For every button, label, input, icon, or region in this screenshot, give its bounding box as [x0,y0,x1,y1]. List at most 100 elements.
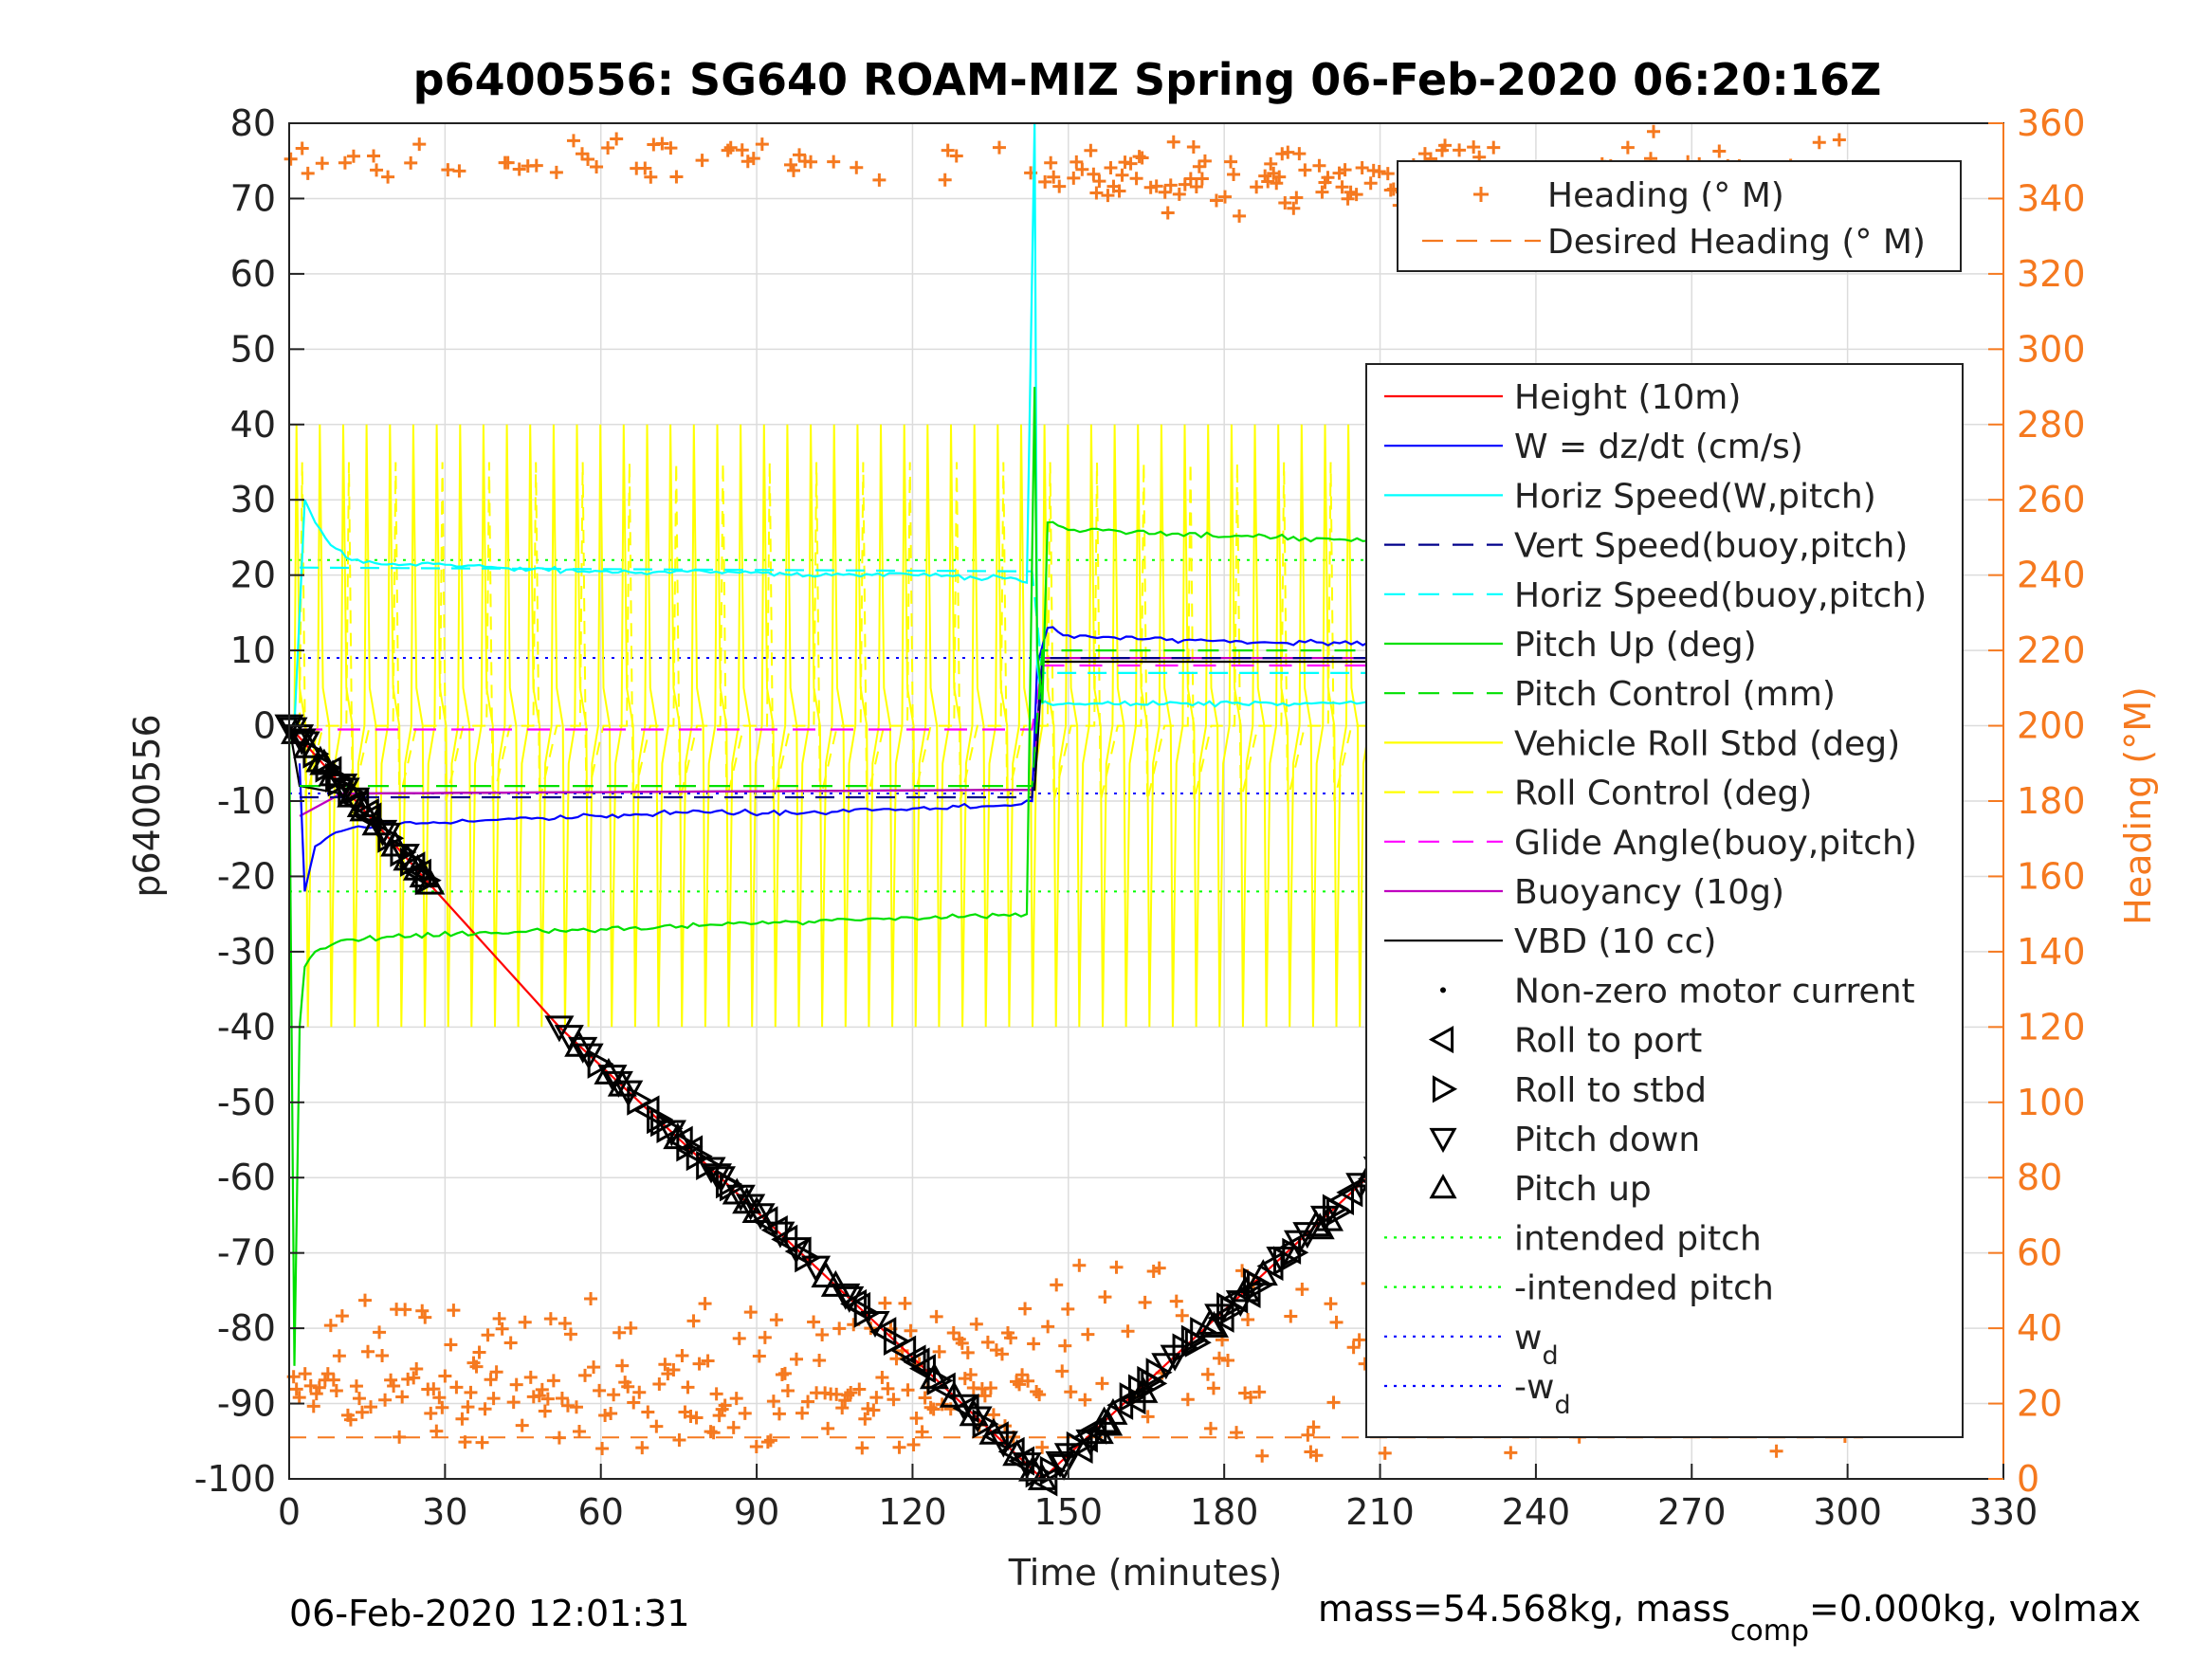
heading-point [503,1336,518,1350]
heading-point [501,155,515,170]
heading-point [1158,185,1172,199]
heading-point [641,1405,655,1419]
heading-point [1321,171,1335,185]
motor-marker [736,1194,766,1221]
heading-point [512,162,526,176]
heading-point [301,166,315,180]
x-tick-label: 0 [278,1491,301,1533]
legend-sample [1473,187,1489,202]
y-right-tick-label: 0 [2017,1458,2039,1500]
heading-point [1284,1309,1298,1323]
heading-point [323,1319,338,1333]
heading-point [983,1381,997,1395]
motor-marker [903,1347,930,1377]
legend-main-label-text: Vert Speed(buoy,pitch) [1514,527,1908,566]
motor-marker [696,1157,726,1184]
legend-main-label-text: -w [1514,1368,1554,1407]
heading-point [532,1389,546,1403]
heading-point [938,173,952,187]
y-left-tick-label: 80 [230,102,276,144]
heading-point [495,1322,509,1336]
heading-point [1115,168,1129,182]
x-tick-label: 270 [1657,1491,1727,1533]
heading-point [729,1392,743,1406]
heading-point [644,170,658,184]
motor-marker [926,1365,954,1395]
heading-point [969,1317,983,1331]
heading-point [1221,1354,1235,1368]
heading-point [364,1400,378,1414]
heading-point [746,152,760,166]
heading-point [384,1373,398,1387]
heading-point [478,1402,492,1416]
heading-point [1467,140,1481,155]
heading-point [698,1297,712,1311]
heading-point [361,1344,375,1358]
motor-marker [988,1431,1018,1458]
heading-point [766,1395,780,1409]
heading-point [915,1425,929,1439]
heading-point [1109,1260,1124,1274]
heading-point [815,1328,830,1342]
heading-point [918,1391,932,1405]
heading-point [1061,1302,1075,1316]
heading-point [1812,136,1826,150]
heading-point [718,1398,732,1413]
heading-point [430,1424,444,1438]
y-axis-left: 80 70 60 50 40 30 20 10 0 -10 -20 -30 -40 -50 -60 -70 -8… [194,102,304,1500]
heading-point [1309,1449,1324,1463]
legend-main-label: Non-zero motor current [1514,972,1915,1011]
heading-point [569,1400,583,1414]
heading-point [1301,1428,1315,1442]
motor-marker [889,1335,917,1365]
heading-point [1206,1381,1220,1395]
heading-point [1307,1420,1321,1434]
heading-point [904,1323,918,1338]
y-right-tick-label: 240 [2017,555,2086,596]
heading-point [1038,174,1052,189]
heading-point [584,1291,598,1305]
heading-point [638,161,652,175]
heading-point [367,149,381,163]
heading-point [1255,1449,1270,1463]
heading-point [1352,1333,1366,1347]
heading-point [1041,1320,1055,1334]
heading-point [515,1418,529,1432]
legend-sample [1429,1127,1457,1154]
y-right-tick-label: 300 [2017,328,2086,370]
x-axis-label: Time (minutes) [1008,1552,1283,1594]
heading-point [312,1380,326,1395]
y-right-tick-label: 40 [2017,1307,2062,1349]
y-right-tick-label: 140 [2017,931,2086,973]
heading-point [635,1441,649,1455]
legend-main-label-text: Roll Control (deg) [1514,775,1812,813]
heading-point [1769,1444,1783,1458]
heading-point [675,1348,689,1362]
legend-main-label: Roll to port [1514,1022,1702,1061]
y-right-tick-label: 260 [2017,479,2086,520]
footer-timestamp: 06-Feb-2020 12:01:31 [289,1593,690,1634]
heading-point [343,1413,357,1427]
legend-heading: Heading (° M) Desired Heading (° M) [1397,160,1962,272]
heading-point [1329,1315,1344,1329]
motor-marker [784,1236,812,1267]
heading-point [1380,167,1395,181]
heading-point [1250,180,1264,194]
heading-point [572,1425,586,1439]
legend-main-label-text: Roll to port [1514,1022,1702,1061]
heading-point [472,1345,486,1359]
y-right-tick-label: 120 [2017,1006,2086,1048]
heading-point [1067,171,1081,185]
y-right-tick-label: 280 [2017,404,2086,446]
heading-point [295,141,309,155]
heading-point [1341,191,1355,206]
x-tick-label: 60 [578,1491,624,1533]
heading-point [610,132,624,146]
heading-point [1124,156,1138,171]
heading-point [1335,180,1349,194]
heading-point [1324,1297,1338,1311]
heading-point [1355,161,1369,175]
heading-point [352,1392,366,1406]
heading-point [1030,1384,1044,1398]
